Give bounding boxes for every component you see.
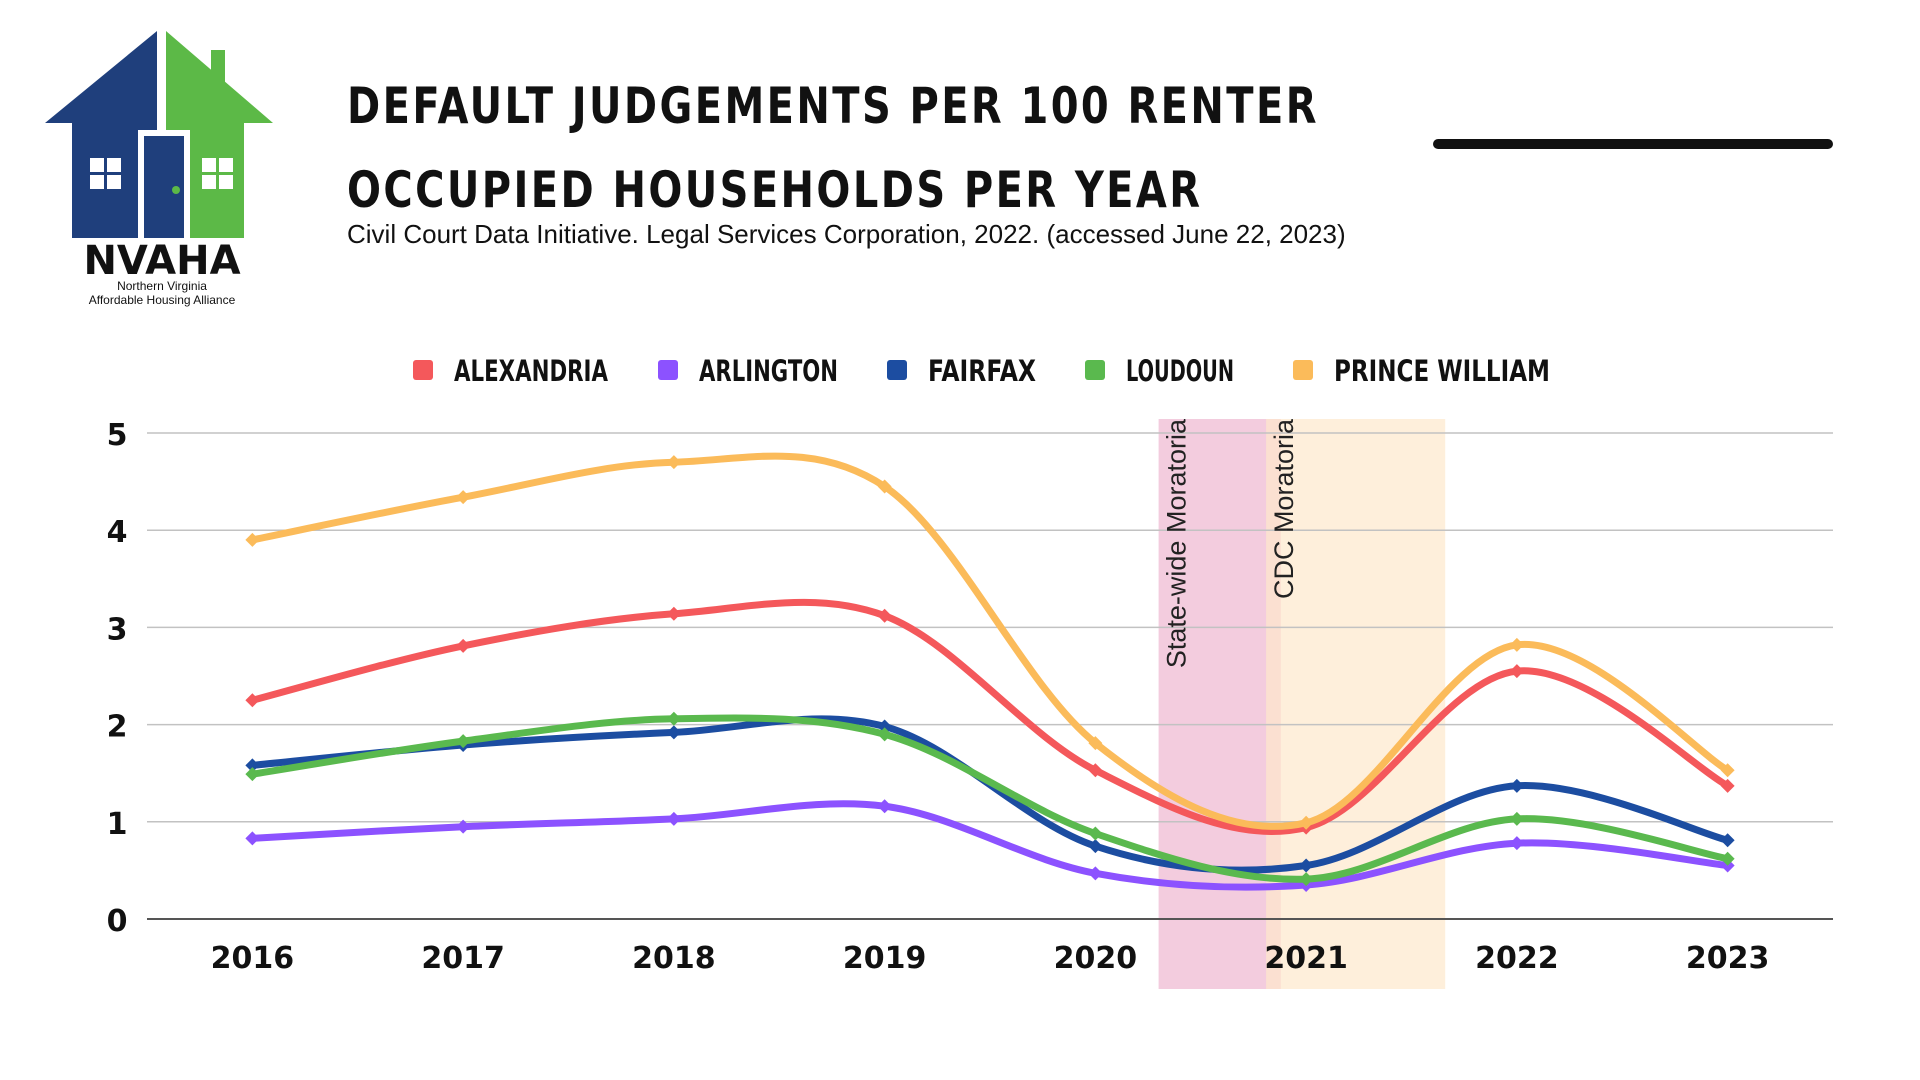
legend-swatch: [658, 360, 678, 380]
y-tick-label: 4: [107, 515, 128, 550]
legend-label: FAIRFAX: [928, 354, 1036, 388]
axis-ticks: 0 1 2 3 4 5 2016 2017 2018 2019 2020 2021 2022 2023: [107, 418, 1770, 976]
x-tick-label: 2016: [211, 941, 295, 976]
data-point-prince-william: [456, 490, 471, 505]
source-citation: Civil Court Data Initiative. Legal Servi…: [347, 219, 1346, 249]
chart-title-line-1: DEFAULT JUDGEMENTS PER 100 RENTER: [347, 77, 1319, 135]
y-tick-label: 2: [107, 710, 128, 745]
series-line-alexandria: [248, 598, 1732, 836]
legend-label: PRINCE WILLIAM: [1334, 354, 1550, 388]
x-tick-label: 2021: [1264, 941, 1348, 976]
series-arlington: [245, 799, 1735, 892]
legend-item-fairfax: FAIRFAX: [887, 354, 1036, 388]
data-point-loudoun: [1720, 851, 1735, 866]
data-point-alexandria: [1720, 778, 1735, 793]
data-point-fairfax: [666, 725, 681, 740]
data-point-prince-william: [1720, 763, 1735, 778]
moratoria-label-cdc-moratoria: CDC Moratoria: [1269, 418, 1299, 599]
x-tick-label: 2020: [1054, 941, 1138, 976]
legend-item-loudoun: LOUDOUN: [1085, 354, 1234, 388]
data-point-prince-william: [877, 479, 892, 494]
legend-label: ARLINGTON: [699, 354, 838, 388]
y-tick-label: 3: [107, 612, 128, 647]
data-point-loudoun: [1299, 872, 1314, 887]
data-point-prince-william: [245, 532, 260, 547]
data-point-alexandria: [877, 608, 892, 623]
data-point-alexandria: [1088, 763, 1103, 778]
data-point-arlington: [1509, 836, 1524, 851]
data-point-fairfax: [1088, 839, 1103, 854]
moratoria-label-state-wide-moratoria: State-wide Moratoria: [1162, 418, 1192, 668]
gridlines: [147, 432, 1833, 920]
moratoria-band-state-wide-moratoria: [1158, 419, 1281, 989]
legend-label: ALEXANDRIA: [454, 354, 608, 388]
data-point-prince-william: [666, 455, 681, 470]
series-line-loudoun: [248, 714, 1732, 883]
data-point-fairfax: [1509, 778, 1524, 793]
legend-swatch: [887, 360, 907, 380]
data-point-alexandria: [666, 606, 681, 621]
legend-label: LOUDOUN: [1126, 354, 1234, 388]
chart-title: DEFAULT JUDGEMENTS PER 100 RENTER OCCUPI…: [347, 64, 1319, 232]
data-point-loudoun: [1509, 811, 1524, 826]
series-lines: [245, 452, 1735, 892]
data-point-alexandria: [456, 638, 471, 653]
y-tick-label: 5: [107, 418, 128, 453]
data-point-alexandria: [245, 693, 260, 708]
data-point-prince-william: [1509, 637, 1524, 652]
legend-item-alexandria: ALEXANDRIA: [413, 354, 608, 388]
data-point-arlington: [1088, 866, 1103, 881]
logo-subtitle-line2: Affordable Housing Alliance: [89, 293, 236, 307]
logo-window-right: [202, 158, 233, 189]
data-point-arlington: [877, 799, 892, 814]
logo-door-knob: [172, 186, 180, 194]
y-tick-label: 1: [107, 807, 128, 842]
x-tick-label: 2018: [632, 941, 716, 976]
y-tick-label: 0: [107, 904, 128, 939]
logo-subtitle-line1: Northern Virginia: [117, 279, 207, 293]
data-point-loudoun: [456, 734, 471, 749]
data-point-fairfax: [1299, 858, 1314, 873]
legend: ALEXANDRIA ARLINGTON FAIRFAX LOUDOUN PRINCE …: [413, 354, 1550, 388]
moratoria-band-cdc-moratoria: [1266, 419, 1446, 989]
legend-swatch: [1085, 360, 1105, 380]
series-line-prince-william: [248, 452, 1732, 830]
chart-title-line-2: OCCUPIED HOUSEHOLDS PER YEAR: [347, 161, 1203, 219]
logo-window-left: [90, 158, 121, 189]
logo-chimney: [211, 50, 225, 90]
logo-name: NVAHA: [83, 238, 240, 284]
x-tick-label: 2023: [1686, 941, 1770, 976]
nvaha-logo: NVAHA Northern Virginia Affordable Housi…: [45, 31, 273, 307]
decorative-rule: [1433, 139, 1833, 149]
logo-roof-blue: [45, 31, 157, 123]
data-point-arlington: [456, 819, 471, 834]
x-tick-label: 2019: [843, 941, 927, 976]
x-tick-label: 2017: [421, 941, 505, 976]
series-alexandria: [245, 598, 1735, 836]
data-point-loudoun: [245, 767, 260, 782]
legend-swatch: [1293, 360, 1313, 380]
moratoria-labels: State-wide Moratoria CDC Moratoria: [1162, 418, 1299, 668]
moratoria-bands: [1158, 419, 1446, 989]
x-tick-label: 2022: [1475, 941, 1559, 976]
data-point-fairfax: [1720, 833, 1735, 848]
data-point-loudoun: [1088, 826, 1103, 841]
data-point-prince-william: [1088, 736, 1103, 751]
legend-item-arlington: ARLINGTON: [658, 354, 838, 388]
data-point-alexandria: [1509, 664, 1524, 679]
series-prince-william: [245, 452, 1735, 830]
data-point-fairfax: [245, 758, 260, 773]
series-line-arlington: [248, 800, 1732, 891]
data-point-arlington: [245, 831, 260, 846]
data-point-loudoun: [877, 727, 892, 742]
legend-swatch: [413, 360, 433, 380]
data-point-loudoun: [666, 711, 681, 726]
data-point-prince-william: [1299, 815, 1314, 830]
legend-item-prince-william: PRINCE WILLIAM: [1293, 354, 1550, 388]
data-point-arlington: [666, 811, 681, 826]
series-loudoun: [245, 711, 1735, 887]
